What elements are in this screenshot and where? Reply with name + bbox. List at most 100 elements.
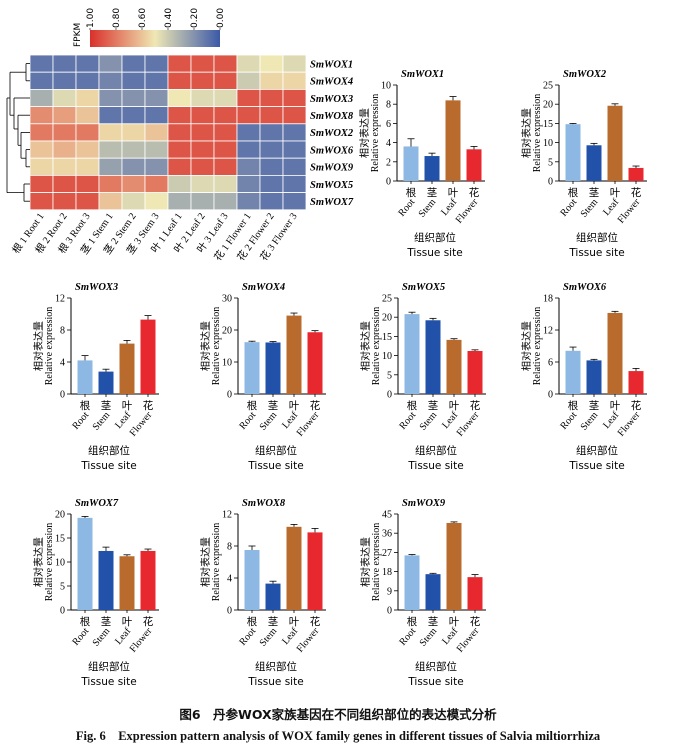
legend-tick-label: 0.20 <box>190 8 200 28</box>
bar-chart-smwox1: SmWOX1 0 2 4 6 8 10 相对表达量 Relative expression 根Ro… <box>358 69 485 259</box>
x-tick-label-zh: 茎 <box>101 400 112 412</box>
heatmap-cell <box>75 71 100 90</box>
heatmap-cell <box>236 174 261 193</box>
heatmap-cell <box>213 54 238 73</box>
x-tick-label-en: Flower <box>295 409 322 438</box>
heatmap-gene-label: SmWOX4 <box>310 77 353 88</box>
x-tick-label-en: Flower <box>128 409 155 438</box>
bar-stem <box>586 145 602 181</box>
heatmap-cell <box>121 174 146 193</box>
y-tick-label: 0 <box>227 606 232 617</box>
x-axis-label-en: Tissue site <box>407 676 463 688</box>
heatmap-cell <box>98 106 123 125</box>
y-axis-label-en: Relative expression <box>44 523 55 602</box>
bar-flower <box>467 350 483 394</box>
x-tick-label-zh: 根 <box>407 615 418 628</box>
y-tick-label: 0 <box>548 177 553 188</box>
y-tick-label: 20 <box>222 326 232 337</box>
x-tick-label-zh: 花 <box>310 615 321 628</box>
heatmap-cell <box>121 157 146 176</box>
chart-title: SmWOX7 <box>75 498 119 509</box>
y-tick-label: 0 <box>387 606 392 617</box>
heatmap-cell <box>52 140 77 159</box>
y-axis-label-zh: 相对表达量 <box>32 537 45 587</box>
x-tick-label-en: Root <box>396 197 417 219</box>
heatmap-cell <box>167 157 192 176</box>
x-axis-label-zh: 组织部位 <box>88 444 130 457</box>
y-tick-label: 5 <box>548 157 553 168</box>
x-tick-label-zh: 茎 <box>428 616 439 628</box>
x-tick-label-zh: 叶 <box>610 187 621 199</box>
heatmap-cell <box>282 157 307 176</box>
bar-leaf <box>446 522 462 610</box>
x-tick-label-en: Flower <box>455 409 482 438</box>
x-tick-label-zh: 花 <box>631 186 642 199</box>
heatmap-cell <box>190 123 215 142</box>
x-tick-label-zh: 叶 <box>449 616 460 628</box>
x-tick-label-zh: 茎 <box>589 400 600 412</box>
heatmap-cell <box>52 106 77 125</box>
bar-stem <box>586 360 602 394</box>
y-tick-label: 6 <box>386 119 391 130</box>
heatmap-cell <box>29 140 54 159</box>
y-tick-label: 10 <box>382 351 392 362</box>
heatmap-cell <box>259 157 284 176</box>
x-tick-label-zh: 叶 <box>122 400 133 412</box>
bar-root <box>565 350 581 394</box>
legend-tick-label: 0.40 <box>164 8 174 28</box>
x-tick-label-en: Root <box>397 626 418 648</box>
x-axis-label-en: Tissue site <box>568 247 624 259</box>
y-axis-label-en: Relative expression <box>211 523 222 602</box>
heatmap-cell <box>121 89 146 108</box>
heatmap-cell <box>259 123 284 142</box>
heatmap-cell <box>236 123 261 142</box>
x-axis-label-zh: 组织部位 <box>88 660 130 673</box>
heatmap-cell <box>75 106 100 125</box>
x-tick-label-en: Stem <box>579 197 601 220</box>
y-tick-label: 25 <box>382 294 392 305</box>
x-tick-label-zh: 根 <box>247 399 258 412</box>
heatmap-cell <box>190 54 215 73</box>
y-tick-label: 45 <box>382 510 392 521</box>
heatmap-gene-label: SmWOX6 <box>310 145 354 156</box>
y-tick-label: 20 <box>382 313 392 324</box>
y-tick-label: 15 <box>55 534 65 545</box>
heatmap-cell <box>213 157 238 176</box>
heatmap-cell <box>282 89 307 108</box>
x-tick-label-zh: 叶 <box>449 400 460 412</box>
heatmap-cell <box>282 123 307 142</box>
chart-title: SmWOX9 <box>402 498 446 509</box>
x-tick-label-zh: 根 <box>568 186 579 199</box>
heatmap-cell <box>236 89 261 108</box>
y-tick-label: 10 <box>55 558 65 569</box>
x-tick-label-en: Flower <box>455 625 482 654</box>
x-tick-label-en: Flower <box>616 409 643 438</box>
bar-root <box>244 550 260 610</box>
heatmap-cell <box>98 192 123 211</box>
heatmap-cell <box>236 106 261 125</box>
heatmap-cell <box>282 71 307 90</box>
y-tick-label: 12 <box>222 510 232 521</box>
heatmap-cell <box>52 192 77 211</box>
heatmap-cell <box>98 157 123 176</box>
bar-chart-smwox9: SmWOX9 0 9 18 27 36 45 相对表达量 Relative expression… <box>359 498 486 688</box>
bar-chart-smwox3: SmWOX3 0 4 8 12 相对表达量 Relative expression 根Root… <box>32 282 159 472</box>
y-axis-label-en: Relative expression <box>44 307 55 386</box>
x-tick-label-en: Flower <box>128 625 155 654</box>
heatmap-cell <box>121 71 146 90</box>
heatmap-cell <box>213 174 238 193</box>
y-axis-label-en: Relative expression <box>211 307 222 386</box>
bar-stem <box>265 342 281 394</box>
bar-flower <box>140 319 156 394</box>
heatmap-gene-label: SmWOX9 <box>310 163 354 174</box>
y-tick-label: 5 <box>387 370 392 381</box>
bar-stem <box>265 583 281 610</box>
legend-tick-label: 1.00 <box>86 8 96 28</box>
x-tick-label-zh: 叶 <box>289 616 300 628</box>
bar-stem <box>98 550 114 610</box>
heatmap-cell <box>259 106 284 125</box>
bar-root <box>404 314 420 394</box>
bar-root <box>77 360 93 394</box>
